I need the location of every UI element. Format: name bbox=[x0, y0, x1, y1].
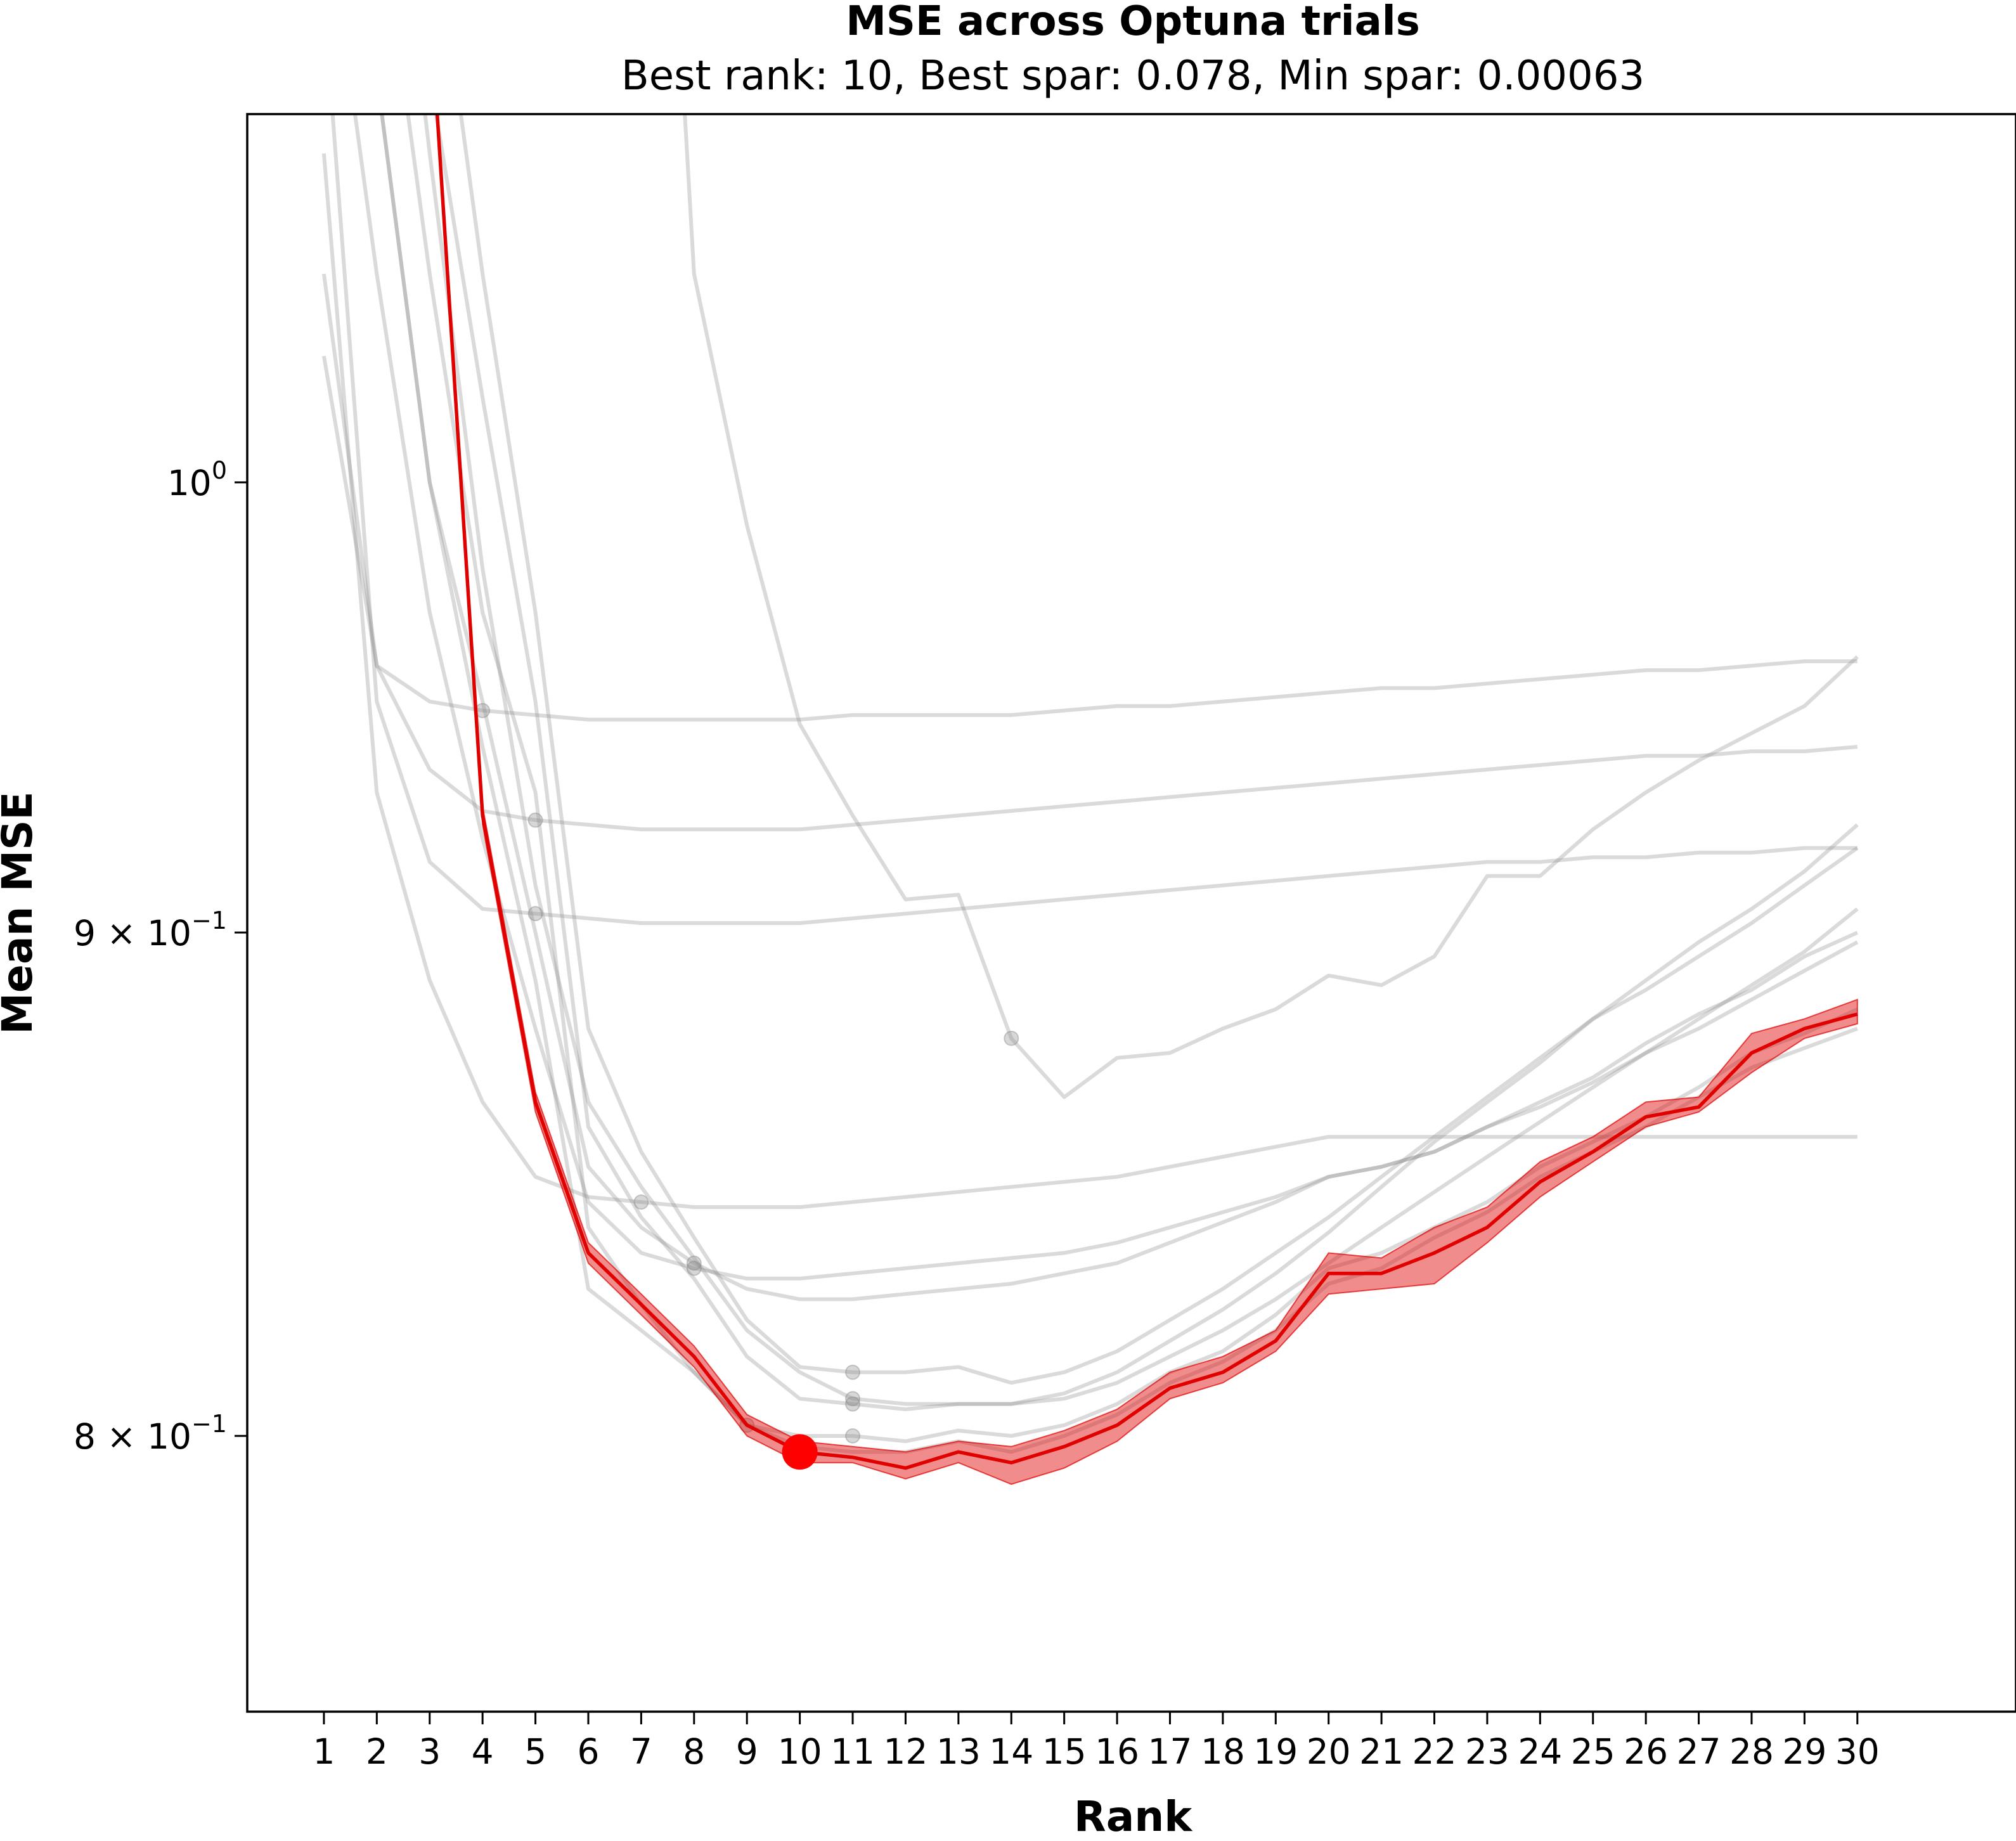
plot-area bbox=[321, 114, 1859, 1485]
x-tick-label: 29 bbox=[1782, 1731, 1826, 1772]
x-tick-label: 26 bbox=[1624, 1731, 1668, 1772]
x-tick-label: 17 bbox=[1147, 1731, 1192, 1772]
x-tick-label: 27 bbox=[1677, 1731, 1721, 1772]
x-tick-label: 21 bbox=[1359, 1731, 1404, 1772]
trial-best-marker-3 bbox=[527, 906, 543, 922]
x-tick-label: 9 bbox=[736, 1731, 758, 1772]
x-tick-label: 24 bbox=[1518, 1731, 1562, 1772]
trial-best-marker-2 bbox=[527, 812, 543, 828]
trial-line-4 bbox=[321, 153, 1858, 1210]
x-axis-ticks: 1 2 3 4 5 6 7 8 9 10 11 12 13 14 15 16 17 18 19 20 21 22 23 24 2… bbox=[313, 1712, 1880, 1772]
x-tick-label: 6 bbox=[577, 1731, 599, 1772]
best-trial-line bbox=[435, 114, 1858, 1470]
x-tick-label: 1 bbox=[313, 1731, 335, 1772]
trial-line-8 bbox=[458, 114, 1859, 1385]
plot-frame bbox=[246, 113, 2016, 1713]
best-series bbox=[435, 114, 1858, 1485]
x-tick-label: 11 bbox=[830, 1731, 875, 1772]
x-tick-label: 23 bbox=[1465, 1731, 1509, 1772]
x-tick-label: 12 bbox=[883, 1731, 927, 1772]
trial-best-marker-12 bbox=[1004, 1030, 1019, 1046]
y-tick-label: 8 × 10−1 bbox=[74, 1410, 227, 1457]
x-tick-label: 28 bbox=[1729, 1731, 1774, 1772]
y-tick-label: 9 × 10−1 bbox=[74, 907, 227, 953]
y-axis-ticks: 100 9 × 10−1 8 × 10−1 bbox=[74, 456, 247, 1457]
best-rank-point bbox=[782, 1434, 818, 1470]
x-tick-label: 14 bbox=[989, 1731, 1033, 1772]
x-tick-label: 4 bbox=[472, 1731, 494, 1772]
x-tick-label: 3 bbox=[418, 1731, 441, 1772]
trial-line-5 bbox=[352, 114, 1859, 1281]
trial-best-marker-8 bbox=[845, 1364, 861, 1380]
trial-best-marker-5 bbox=[686, 1260, 702, 1276]
trial-line-12 bbox=[683, 114, 1859, 1099]
x-tick-label: 25 bbox=[1571, 1731, 1615, 1772]
trial-best-marker-6 bbox=[686, 1255, 702, 1271]
x-tick-label: 19 bbox=[1253, 1731, 1298, 1772]
x-tick-label: 5 bbox=[524, 1731, 546, 1772]
trial-best-marker-4 bbox=[633, 1194, 649, 1210]
x-tick-label: 16 bbox=[1095, 1731, 1139, 1772]
trial-line-2 bbox=[321, 273, 1858, 832]
trial-best-marker-7 bbox=[845, 1391, 861, 1407]
x-tick-label: 10 bbox=[778, 1731, 822, 1772]
x-tick-label: 20 bbox=[1307, 1731, 1351, 1772]
chart-title: MSE across Optuna trials bbox=[846, 0, 1420, 45]
x-tick-label: 18 bbox=[1201, 1731, 1245, 1772]
trial-line-1 bbox=[321, 356, 1858, 722]
x-tick-label: 7 bbox=[630, 1731, 652, 1772]
trial-markers bbox=[475, 702, 1019, 1444]
trial-line-10 bbox=[406, 114, 1859, 1444]
x-tick-label: 22 bbox=[1412, 1731, 1457, 1772]
trial-line-9 bbox=[434, 114, 1859, 1411]
x-tick-label: 8 bbox=[683, 1731, 705, 1772]
x-axis-label: Rank bbox=[1074, 1792, 1193, 1841]
x-tick-label: 15 bbox=[1042, 1731, 1087, 1772]
trial-line-7 bbox=[423, 114, 1859, 1406]
best-trial-band bbox=[436, 114, 1858, 1485]
trial-line-3 bbox=[330, 114, 1858, 926]
x-tick-label: 30 bbox=[1835, 1731, 1880, 1772]
y-axis-label: Mean MSE bbox=[0, 791, 42, 1034]
y-tick-label: 100 bbox=[167, 456, 227, 503]
trial-line-6 bbox=[380, 114, 1859, 1302]
x-tick-label: 13 bbox=[936, 1731, 981, 1772]
x-tick-label: 2 bbox=[366, 1731, 388, 1772]
trial-best-marker-10 bbox=[845, 1428, 861, 1444]
chart-subtitle: Best rank: 10, Best spar: 0.078, Min spa… bbox=[621, 53, 1644, 100]
trial-best-marker-9 bbox=[845, 1396, 861, 1412]
